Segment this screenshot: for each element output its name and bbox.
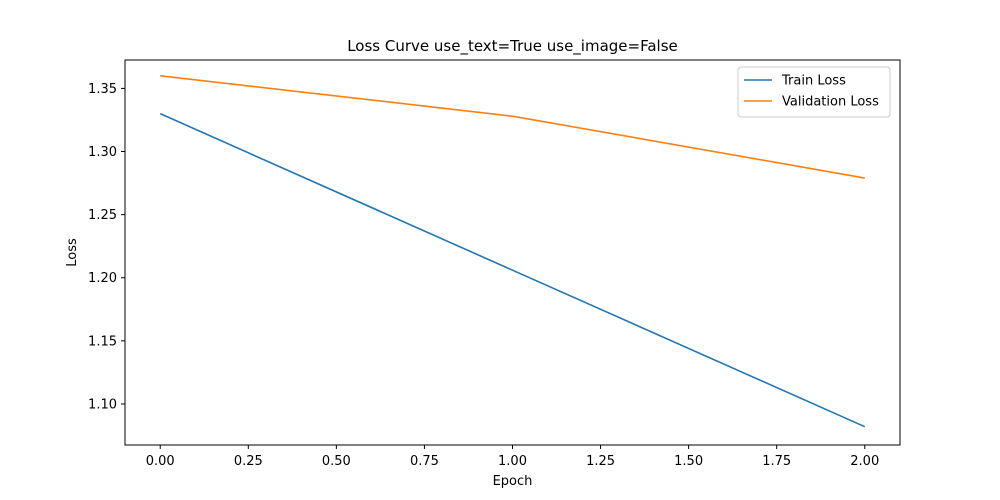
series-layer <box>159 74 866 428</box>
x-tick-label: 0.00 <box>146 454 175 469</box>
legend-box <box>737 66 891 118</box>
x-tick-label: 0.25 <box>234 454 263 469</box>
x-tick-label: 0.75 <box>410 454 439 469</box>
series-line-validation-loss <box>160 74 865 179</box>
x-tick-label: 1.75 <box>762 454 791 469</box>
y-axis-ticks: 1.10 1.15 1.20 1.25 1.30 1.35 <box>88 82 125 412</box>
y-axis-label: Loss <box>65 238 80 267</box>
x-axis-ticks: 0.00 0.25 0.50 0.75 1.00 1.25 1.50 1.75 2.00 <box>146 445 879 469</box>
x-tick-label: 1.00 <box>498 454 527 469</box>
x-tick-label: 0.50 <box>322 454 351 469</box>
legend-label: Validation Loss <box>782 95 879 110</box>
plot-frame <box>124 59 901 446</box>
series-line-train-loss <box>159 112 866 428</box>
y-tick-label: 1.30 <box>88 145 117 160</box>
y-tick-label: 1.25 <box>88 208 117 223</box>
legend: Train Loss Validation Loss <box>737 66 891 118</box>
chart-title: Loss Curve use_text=True use_image=False <box>347 37 678 56</box>
x-tick-label: 2.00 <box>850 454 879 469</box>
legend-label: Train Loss <box>781 74 846 89</box>
y-tick-label: 1.10 <box>88 397 117 412</box>
y-tick-label: 1.35 <box>88 82 117 97</box>
x-tick-label: 1.50 <box>674 454 703 469</box>
plot-area <box>124 59 901 446</box>
x-tick-label: 1.25 <box>586 454 615 469</box>
x-axis-label: Epoch <box>493 474 533 489</box>
y-tick-label: 1.15 <box>88 334 117 349</box>
y-tick-label: 1.20 <box>88 271 117 286</box>
